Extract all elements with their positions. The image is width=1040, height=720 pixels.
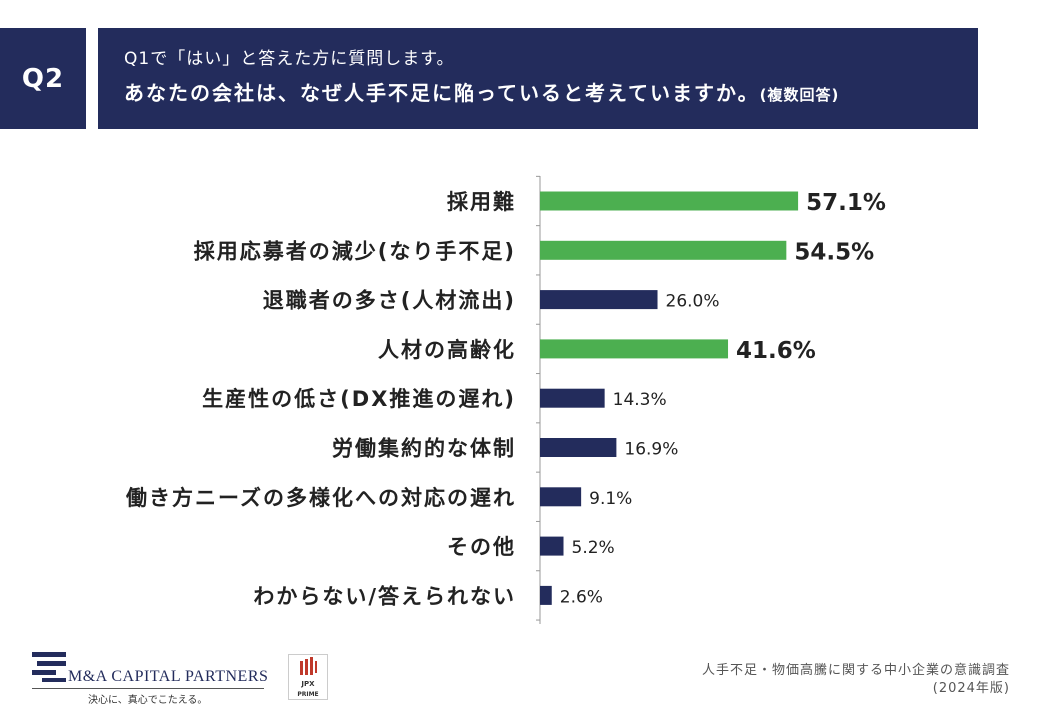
category-label: その他: [447, 535, 516, 559]
value-label: 26.0%: [666, 292, 720, 312]
question-line-2: あなたの会社は、なぜ人手不足に陥っていると考えていますか。(複数回答): [124, 74, 978, 114]
jpx-mark-icon: [300, 657, 317, 675]
bar-chart: 採用難 57.1% 採用応募者の減少(なり手不足) 54.5% 退職者の多さ(人材流出)…: [125, 175, 886, 625]
category-label: 採用難: [447, 190, 516, 214]
category-label: 働き方ニーズの多様化への対応の遅れ: [125, 486, 516, 510]
value-label: 54.5%: [794, 239, 874, 265]
source-note: 人手不足・物価高騰に関する中小企業の意識調査 (2024年版): [702, 662, 1010, 698]
question-number: Q2: [21, 63, 65, 94]
category-label: 人材の高齢化: [378, 338, 516, 362]
logo-divider: [32, 688, 264, 689]
jpx-prime-logo: JPX PRIME: [288, 654, 328, 700]
bar: [540, 240, 787, 260]
category-label: わからない/答えられない: [253, 584, 516, 608]
bar: [540, 438, 617, 457]
bar: [540, 191, 799, 211]
source-line-2: (2024年版): [932, 681, 1010, 696]
value-label: 57.1%: [806, 190, 886, 216]
logo-text: M&A CAPITAL PARTNERS: [68, 668, 269, 685]
value-label: 16.9%: [624, 440, 678, 460]
jpx-label: JPX: [301, 680, 315, 688]
jpx-prime-label: PRIME: [297, 691, 319, 698]
bar: [540, 339, 729, 359]
category-label: 採用応募者の減少(なり手不足): [194, 239, 516, 263]
value-label: 41.6%: [736, 338, 816, 364]
category-label: 退職者の多さ(人材流出): [263, 289, 516, 313]
logo-tagline: 決心に、真心でこたえる。: [88, 695, 208, 706]
value-label: 2.6%: [560, 587, 603, 607]
logo-mark-icon: [32, 652, 66, 682]
bar: [540, 536, 564, 556]
question-line-1: Q1で「はい」と答えた方に質問します。: [124, 49, 455, 69]
value-label: 9.1%: [589, 489, 632, 509]
category-label: 生産性の低さ(DX推進の遅れ): [202, 387, 516, 411]
category-label: 労働集約的な体制: [332, 437, 516, 461]
bar: [540, 290, 658, 310]
question-badge: Q2: [0, 28, 86, 129]
question-text: あなたの会社は、なぜ人手不足に陥っていると考えていますか。: [124, 81, 760, 105]
question-header: Q1で「はい」と答えた方に質問します。 あなたの会社は、なぜ人手不足に陥っている…: [98, 28, 978, 129]
bar: [540, 585, 552, 605]
source-line-1: 人手不足・物価高騰に関する中小企業の意識調査: [701, 663, 1010, 678]
bar: [540, 388, 605, 408]
question-note: (複数回答): [759, 86, 840, 104]
value-label: 5.2%: [572, 538, 615, 558]
bar: [540, 487, 582, 507]
value-label: 14.3%: [613, 390, 667, 410]
